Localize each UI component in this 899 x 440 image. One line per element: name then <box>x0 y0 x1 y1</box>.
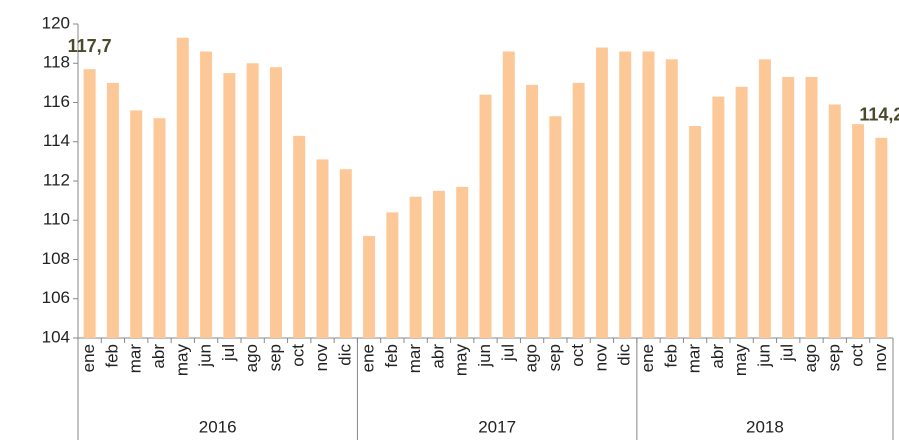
bar <box>852 124 865 339</box>
x-tick-label: feb <box>102 344 121 368</box>
x-tick-label: mar <box>405 344 424 374</box>
x-tick-label: ago <box>242 344 261 372</box>
bar <box>153 118 166 338</box>
y-tick-label: 104 <box>42 327 70 346</box>
x-tick-label: abr <box>149 344 168 369</box>
x-tick-label: dic <box>615 344 634 366</box>
bar <box>782 76 795 339</box>
x-tick-label: nov <box>591 344 610 372</box>
group-label: 2016 <box>199 417 237 436</box>
x-tick-label: nov <box>312 344 331 372</box>
bar <box>363 235 376 338</box>
y-tick-label: 110 <box>43 210 70 229</box>
bar <box>432 190 445 338</box>
x-tick-label: sep <box>265 344 284 371</box>
x-tick-label: jun <box>754 344 773 368</box>
bar <box>269 67 282 339</box>
group-label: 2017 <box>478 417 516 436</box>
x-tick-label: ene <box>638 344 657 372</box>
bar <box>502 51 515 338</box>
bar <box>805 76 818 339</box>
bar <box>456 186 469 338</box>
y-tick-label: 120 <box>42 13 70 32</box>
bar <box>293 135 306 338</box>
bar <box>712 96 725 338</box>
group-label: 2018 <box>746 417 784 436</box>
bar <box>339 169 352 338</box>
x-tick-label: may <box>731 344 750 377</box>
bar <box>316 159 329 338</box>
x-tick-label: oct <box>568 344 587 367</box>
value-label: 117,7 <box>68 36 112 56</box>
y-tick-label: 114 <box>43 131 70 150</box>
x-tick-label: mar <box>126 344 145 374</box>
bar <box>758 59 771 338</box>
bar <box>479 94 492 339</box>
x-tick-label: ene <box>79 344 98 372</box>
bar <box>642 51 655 338</box>
x-tick-label: jul <box>778 344 797 362</box>
bar <box>689 126 702 338</box>
y-tick-label: 116 <box>43 92 70 111</box>
x-tick-label: may <box>452 344 471 377</box>
x-tick-label: sep <box>824 344 843 371</box>
x-tick-label: abr <box>428 344 447 369</box>
bar <box>875 137 888 338</box>
bar <box>200 51 213 338</box>
y-tick-label: 108 <box>42 249 70 268</box>
x-tick-label: oct <box>848 344 867 367</box>
y-tick-label: 112 <box>43 170 70 189</box>
x-tick-label: feb <box>382 344 401 368</box>
x-tick-label: nov <box>871 344 890 372</box>
bar <box>223 73 236 338</box>
bar <box>526 84 539 339</box>
x-tick-label: dic <box>335 344 354 366</box>
x-tick-label: jun <box>475 344 494 368</box>
value-label: 114,2 <box>859 105 899 125</box>
y-tick-label: 118 <box>43 53 70 72</box>
bar <box>409 196 422 338</box>
x-tick-label: ago <box>522 344 541 372</box>
bar <box>176 37 189 339</box>
x-tick-label: abr <box>708 344 727 369</box>
bar <box>595 47 608 339</box>
bar <box>83 69 96 338</box>
bar <box>619 51 632 338</box>
x-tick-label: may <box>172 344 191 377</box>
bar <box>828 104 841 339</box>
x-tick-label: feb <box>661 344 680 368</box>
bar <box>549 116 562 338</box>
x-tick-label: mar <box>685 344 704 374</box>
x-tick-label: ago <box>801 344 820 372</box>
bar <box>572 82 585 338</box>
bar <box>386 212 399 338</box>
bar <box>735 86 748 338</box>
x-tick-label: jul <box>219 344 238 362</box>
x-tick-label: jun <box>196 344 215 368</box>
bar <box>106 82 119 338</box>
bar <box>665 59 678 338</box>
x-tick-label: sep <box>545 344 564 371</box>
x-tick-label: oct <box>289 344 308 367</box>
y-tick-label: 106 <box>42 288 70 307</box>
bar <box>130 110 143 338</box>
bar <box>246 63 259 338</box>
x-tick-label: jul <box>498 344 517 362</box>
x-tick-label: ene <box>359 344 378 372</box>
